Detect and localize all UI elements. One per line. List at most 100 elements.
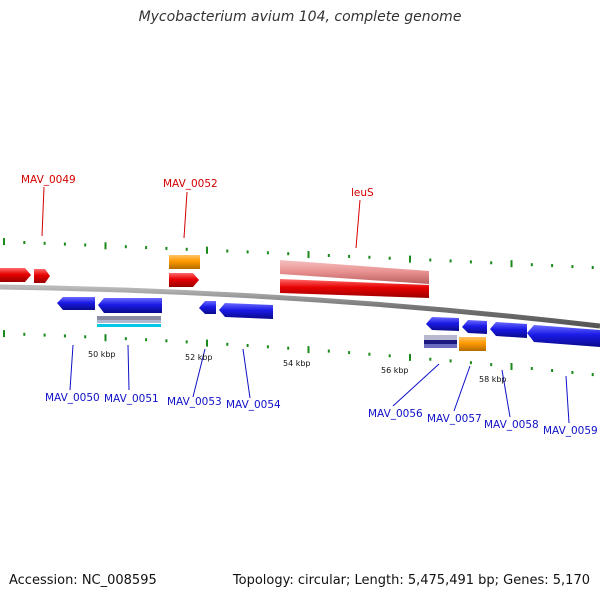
inner-tick [63,334,66,338]
gene-MAV_0053-arrow[interactable] [199,301,216,314]
outer-tick [469,260,472,264]
gene-MAV_0056-arrow[interactable] [426,317,459,331]
outer-tick [23,241,26,244]
gene-MAV_0051-sub1[interactable] [97,316,161,320]
tick-label-54kbp: 54 kbp [283,359,311,368]
gene-MAV_0056-sub1[interactable] [424,335,457,340]
gene-MAV_0050-arrow[interactable] [57,297,95,310]
inner-tick [165,339,168,343]
inner-tick [287,346,290,350]
outer-tick [591,266,594,269]
gene-leuS-highlight[interactable] [280,260,429,284]
gene-MAV_0051-sub2[interactable] [97,320,161,323]
inner-tick [571,371,574,374]
label-MAV_0049[interactable]: MAV_0049 [21,174,76,186]
label-MAV_0056[interactable]: MAV_0056 [368,408,423,420]
inner-tick [469,361,472,365]
gene-MAV_0056-sub3[interactable] [424,344,457,348]
inner-tick [124,337,127,341]
outer-tick [165,246,168,250]
gene-MAV_0058-arrow[interactable] [490,322,527,338]
inner-tick [388,354,391,358]
inner-tick [429,357,432,361]
inner-tick [510,363,513,370]
outer-tick [185,247,188,251]
genome-backbone [0,284,600,329]
label-MAV_0059[interactable]: MAV_0059 [543,425,598,437]
outer-tick [449,259,452,263]
outer-tick [530,263,533,267]
reverse-features [57,297,600,351]
accession-text: Accession: NC_008595 [9,573,157,588]
outer-tick [226,249,229,253]
outer-tick [206,246,208,254]
gene-leuS-arrow[interactable] [280,279,429,298]
topology-text: Topology: circular; Length: 5,475,491 bp… [232,573,590,588]
inner-tick-row [3,330,594,377]
inner-tick [348,351,351,355]
inner-tick [145,338,148,342]
outer-tick-row [3,238,594,269]
outer-tick [266,251,269,255]
label-MAV_0051[interactable]: MAV_0051 [104,393,159,405]
inner-tick [530,367,533,370]
inner-tick [266,345,269,349]
tick-label-58kbp: 58 kbp [479,375,507,384]
tick-label-52kbp: 52 kbp [185,353,213,362]
gene-MAV_0051-sub3[interactable] [97,324,161,327]
outer-tick [124,245,127,249]
outer-tick [104,242,107,250]
inner-tick [307,346,310,354]
label-MAV_0053[interactable]: MAV_0053 [167,396,222,408]
tick-label-56kbp: 56 kbp [381,366,409,375]
outer-tick [145,246,148,250]
inner-tick [23,332,26,336]
gene-MAV_0057-arrow[interactable] [462,320,487,334]
forward-features [0,255,429,298]
gene-MAV_0056-sub2[interactable] [424,340,457,344]
leader-lines [41,186,570,424]
gene-MAV_0059-arrow[interactable] [527,325,600,347]
label-MAV_0058[interactable]: MAV_0058 [484,419,539,431]
inner-tick [449,359,452,363]
inner-tick [551,369,554,372]
inner-tick [43,333,46,337]
inner-tick [3,330,5,338]
outer-tick [43,241,46,245]
outer-tick [551,264,554,268]
inner-tick [185,340,188,344]
gene-MAV_0052-arrow[interactable] [169,273,199,287]
outer-tick [327,254,330,257]
outer-tick [3,238,5,246]
inner-tick [84,335,87,339]
gene-MAV_0054-arrow[interactable] [219,303,273,319]
rna-MAV_0057-box[interactable] [459,337,486,351]
label-MAV_0054[interactable]: MAV_0054 [226,399,281,411]
gene-MAV_0051-arrow[interactable] [98,298,162,313]
inner-tick [206,339,208,347]
inner-tick [327,349,330,353]
gene-arrow[interactable] [34,269,50,283]
outer-tick [63,242,66,246]
outer-tick [287,252,290,256]
outer-tick [348,254,351,258]
gene-MAV_0049-arrow[interactable] [0,268,31,282]
outer-tick [368,255,371,259]
label-MAV_0057[interactable]: MAV_0057 [427,413,482,425]
outer-tick [388,256,391,260]
inner-tick [104,334,107,342]
label-MAV_0052[interactable]: MAV_0052 [163,178,218,190]
inner-tick [490,363,493,367]
inner-tick [409,353,411,361]
tick-label-50kbp: 50 kbp [88,350,116,359]
label-MAV_0050[interactable]: MAV_0050 [45,392,100,404]
outer-tick [571,265,574,269]
outer-tick [409,255,411,263]
outer-tick [307,251,310,259]
outer-tick [510,260,513,268]
inner-tick [368,352,371,356]
label-leuS[interactable]: leuS [351,187,374,199]
map-title: Mycobacterium avium 104, complete genome [138,9,462,25]
rna-MAV_0052-box[interactable] [169,255,200,269]
